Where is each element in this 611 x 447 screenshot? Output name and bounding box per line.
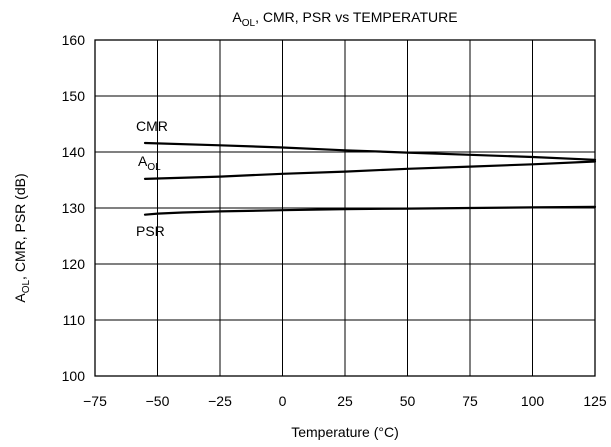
series-label-cmr: CMR [136,118,168,134]
x-tick-label: 50 [400,393,416,409]
y-tick-labels: 100 110 120 130 140 150 160 [62,32,86,384]
y-tick-label: 140 [62,144,86,160]
x-tick-label: 25 [337,393,353,409]
y-tick-label: 120 [62,256,86,272]
y-axis-label: AOL, CMR, PSR (dB) [12,173,32,302]
x-tick-label: 0 [279,393,287,409]
x-tick-labels: −75 −50 −25 0 25 50 75 100 125 [83,393,607,409]
series-label-psr: PSR [136,223,165,239]
y-tick-label: 160 [62,32,86,48]
y-tick-label: 130 [62,200,86,216]
x-tick-label: −25 [208,393,232,409]
x-tick-label: 100 [521,393,545,409]
chart-title: AOL, CMR, PSR vs TEMPERATURE [232,9,457,29]
y-tick-label: 150 [62,88,86,104]
x-axis-label: Temperature (°C) [291,424,399,440]
series-line-aol [143,160,597,180]
y-tick-label: 110 [63,312,86,328]
x-tick-label: −50 [146,393,170,409]
x-tick-label: 125 [583,393,607,409]
x-tick-label: −75 [83,393,107,409]
x-tick-label: 75 [462,393,478,409]
series-label-aol: AOL [138,153,161,173]
series-lines [143,141,597,216]
series-line-psr [143,205,597,216]
series-line-cmr [143,141,597,161]
y-tick-label: 100 [62,368,86,384]
series-labels: CMR AOL PSR [136,118,168,239]
